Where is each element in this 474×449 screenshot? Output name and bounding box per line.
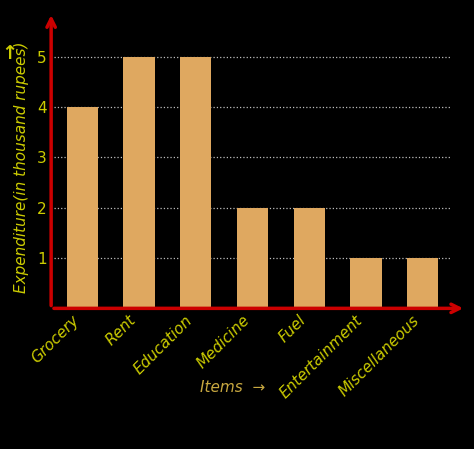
Bar <box>350 258 382 308</box>
Bar <box>180 57 211 308</box>
Y-axis label: Expenditure(in thousand rupees): Expenditure(in thousand rupees) <box>14 42 29 293</box>
Bar <box>67 107 98 308</box>
Bar <box>123 57 155 308</box>
Text: Items  →: Items → <box>200 380 265 395</box>
Bar <box>237 207 268 308</box>
Bar <box>407 258 438 308</box>
Bar <box>293 207 325 308</box>
Text: ↑: ↑ <box>1 44 18 63</box>
